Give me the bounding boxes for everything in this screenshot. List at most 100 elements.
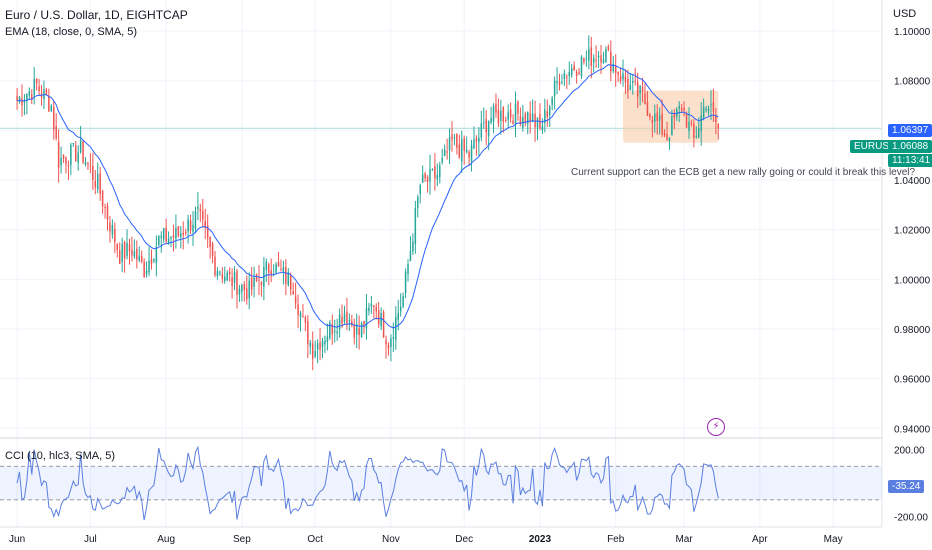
candle-body [248, 280, 250, 299]
candle-body [698, 128, 700, 138]
candle-body [666, 134, 668, 140]
candle-body [287, 272, 290, 285]
candle-body [33, 79, 35, 96]
candle-body [700, 115, 702, 132]
candle-body [526, 111, 529, 125]
candle-body [614, 65, 617, 73]
candle-body [299, 313, 302, 317]
candle-body [365, 308, 368, 329]
cci-indicator-label[interactable]: CCI (10, hlc3, SMA, 5) [5, 450, 116, 462]
x-tick-label: Nov [382, 534, 400, 545]
candle-body [475, 138, 478, 142]
candle-body [473, 139, 475, 149]
candle-body [331, 324, 334, 335]
candle-body [705, 108, 707, 111]
candle-body [79, 140, 82, 153]
candle-body [294, 296, 297, 304]
candle-body [570, 68, 573, 76]
candle-body [180, 233, 182, 238]
candle-body [683, 107, 685, 111]
annotation-text: Current support can the ECB get a new ra… [571, 167, 916, 178]
symbol-title[interactable]: Euro / U.S. Dollar, 1D, EIGHTCAP [5, 8, 188, 22]
candle-body [375, 306, 378, 312]
candle-body [38, 86, 40, 91]
y-tick-label: 1.04000 [894, 176, 931, 187]
candle-body [182, 232, 184, 235]
y-tick-label: 1.08000 [894, 77, 931, 88]
candle-body [456, 133, 458, 148]
candle-body [99, 173, 101, 194]
candle-body [94, 181, 97, 188]
candle-body [485, 118, 487, 133]
candle-body [199, 208, 202, 212]
candle-body [566, 76, 568, 78]
candle-body [556, 81, 558, 83]
candle-body [346, 311, 348, 325]
candle-body [52, 107, 55, 130]
candle-body [96, 174, 99, 190]
lightning-icon[interactable]: ⚡ [707, 418, 725, 436]
candle-body [590, 47, 593, 66]
candle-body [495, 103, 497, 113]
candle-body [546, 111, 549, 118]
candle-body [219, 272, 221, 274]
candle-body [267, 264, 270, 273]
candle-body [358, 327, 360, 336]
candle-body [309, 342, 312, 347]
candle-body [324, 340, 326, 345]
candle-body [285, 266, 287, 284]
candle-body [380, 313, 382, 327]
candle-body [404, 271, 407, 294]
candle-body [114, 228, 116, 243]
candle-body [583, 58, 585, 62]
candle-body [419, 185, 421, 195]
candle-body [177, 226, 180, 236]
ema-indicator-label[interactable]: EMA (18, close, 0, SMA, 5) [5, 26, 138, 38]
candle-body [158, 235, 160, 246]
candle-body [92, 166, 94, 180]
candle-body [710, 104, 712, 106]
candle-body [561, 81, 563, 83]
candle-body [661, 113, 663, 135]
candle-body [170, 236, 172, 239]
candle-body [348, 319, 351, 322]
candle-body [678, 105, 680, 109]
candle-body [536, 117, 539, 128]
candle-body [417, 197, 419, 208]
candle-body [451, 134, 453, 140]
candle-body [16, 95, 18, 101]
candle-body [529, 113, 531, 122]
candle-body [385, 339, 387, 345]
candle-body [688, 121, 690, 132]
candle-body [214, 256, 216, 276]
candle-body [492, 105, 495, 122]
candle-body [238, 288, 241, 295]
candle-body [421, 174, 424, 183]
candle-body [216, 270, 219, 277]
symbol-tag[interactable]: EURUSD [850, 140, 901, 153]
candle-body [172, 235, 175, 238]
candle-body [627, 78, 629, 92]
candle-body [123, 242, 126, 259]
candle-body [275, 264, 277, 273]
candle-body [167, 238, 170, 244]
candle-body [610, 51, 612, 72]
candle-body [194, 211, 197, 229]
candle-body [480, 123, 483, 138]
cci-panel [0, 445, 882, 521]
candle-body [673, 113, 676, 118]
candle-body [465, 150, 468, 153]
candle-body [243, 284, 246, 290]
candle-body [668, 137, 671, 141]
candle-body [236, 271, 238, 296]
candle-body [26, 94, 28, 102]
candle-body [353, 324, 356, 338]
candle-body [651, 119, 654, 123]
ema-path [17, 64, 719, 329]
candle-body [226, 272, 228, 280]
candle-body [329, 322, 331, 338]
candle-body [656, 112, 658, 121]
candle-body [250, 277, 253, 290]
candle-body [155, 246, 158, 264]
